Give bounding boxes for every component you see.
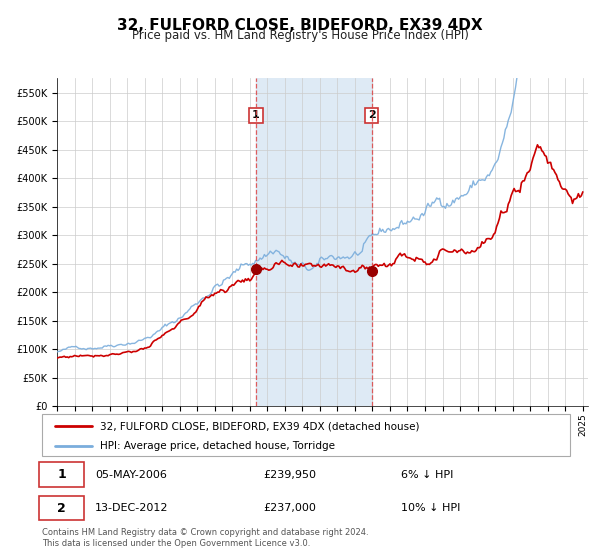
Text: 05-MAY-2006: 05-MAY-2006 (95, 470, 167, 480)
Text: 2: 2 (57, 502, 66, 515)
Text: Contains HM Land Registry data © Crown copyright and database right 2024.
This d: Contains HM Land Registry data © Crown c… (42, 528, 368, 548)
Text: Price paid vs. HM Land Registry's House Price Index (HPI): Price paid vs. HM Land Registry's House … (131, 29, 469, 42)
Text: HPI: Average price, detached house, Torridge: HPI: Average price, detached house, Torr… (100, 441, 335, 451)
Text: 1: 1 (252, 110, 260, 120)
FancyBboxPatch shape (40, 463, 84, 487)
Text: 2: 2 (368, 110, 376, 120)
Text: 13-DEC-2012: 13-DEC-2012 (95, 503, 168, 513)
FancyBboxPatch shape (40, 496, 84, 520)
FancyBboxPatch shape (42, 414, 570, 456)
Bar (256, 78, 371, 406)
Text: 10% ↓ HPI: 10% ↓ HPI (401, 503, 460, 513)
Text: 32, FULFORD CLOSE, BIDEFORD, EX39 4DX (detached house): 32, FULFORD CLOSE, BIDEFORD, EX39 4DX (d… (100, 421, 419, 431)
Text: £237,000: £237,000 (264, 503, 317, 513)
Text: 6% ↓ HPI: 6% ↓ HPI (401, 470, 454, 480)
Text: £239,950: £239,950 (264, 470, 317, 480)
Text: 32, FULFORD CLOSE, BIDEFORD, EX39 4DX: 32, FULFORD CLOSE, BIDEFORD, EX39 4DX (117, 18, 483, 33)
Text: 1: 1 (57, 468, 66, 481)
